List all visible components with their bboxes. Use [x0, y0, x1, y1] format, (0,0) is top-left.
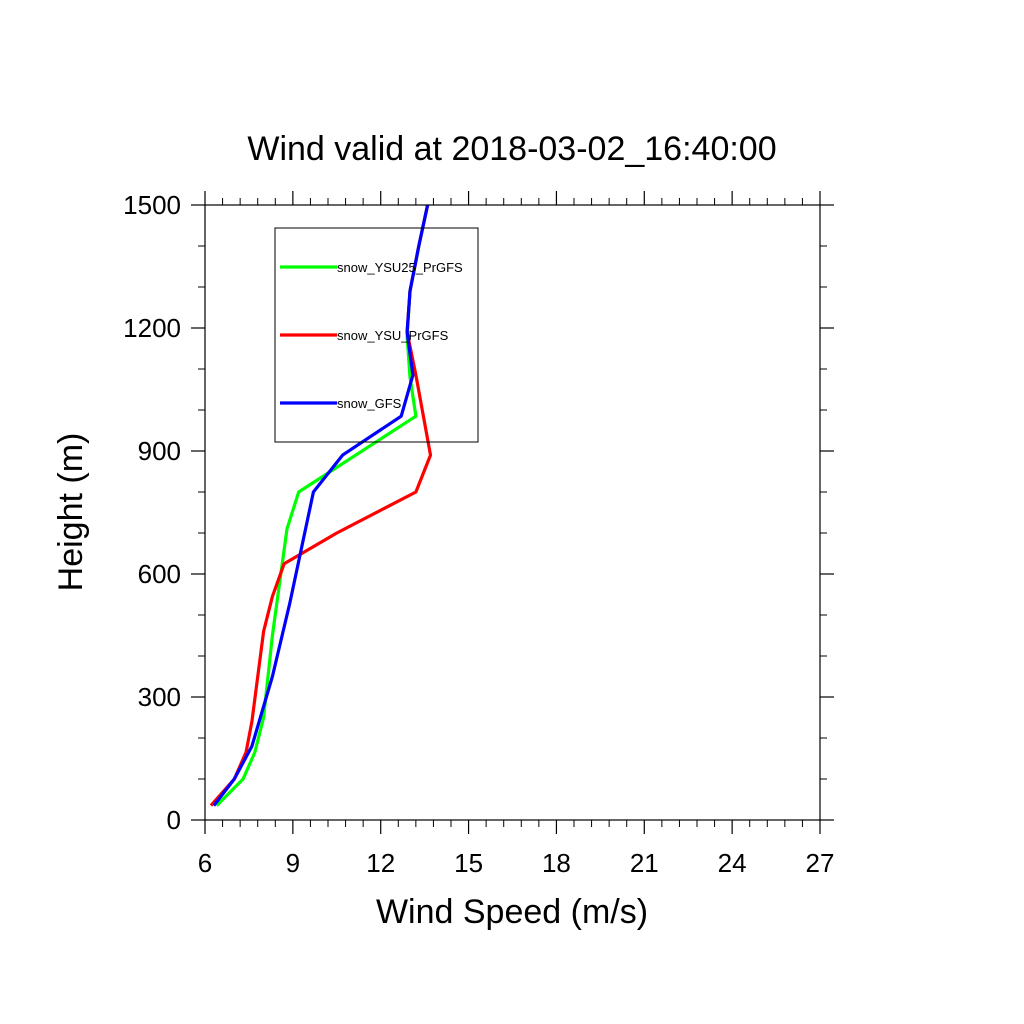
x-tick-label: 21: [630, 848, 659, 878]
x-tick-label: 12: [366, 848, 395, 878]
x-tick-label: 18: [542, 848, 571, 878]
chart-title: Wind valid at 2018-03-02_16:40:00: [247, 130, 776, 168]
legend-label: snow_YSU25_PrGFS: [337, 260, 463, 275]
legend: snow_YSU25_PrGFS snow_YSU_PrGFS snow_GFS: [274, 227, 479, 443]
y-tick-label: 1200: [123, 313, 181, 343]
x-tick-label: 6: [198, 848, 212, 878]
series-line-snow_YSU25_PrGFS: [215, 204, 430, 807]
x-tick-label: 27: [806, 848, 835, 878]
y-tick-label: 0: [167, 805, 181, 835]
series-line-snow_GFS: [212, 204, 430, 807]
y-tick-label: 600: [138, 559, 181, 589]
plot-frame: [204, 204, 821, 821]
y-axis-label: Height (m): [52, 433, 90, 592]
x-axis-label: Wind Speed (m/s): [376, 893, 648, 931]
y-tick-label: 900: [138, 436, 181, 466]
legend-label: snow_YSU_PrGFS: [337, 328, 449, 343]
x-tick-label: 9: [286, 848, 300, 878]
y-tick-label: 1500: [123, 190, 181, 220]
y-tick-label: 300: [138, 682, 181, 712]
axis-ticks: 6 9 12 15 18 21 24 27 0 300 600 900 1200 1500: [123, 190, 834, 878]
x-tick-label: 24: [718, 848, 747, 878]
x-tick-label: 15: [454, 848, 483, 878]
legend-label: snow_GFS: [337, 396, 402, 411]
legend-box: [274, 227, 479, 443]
series-line-snow_YSU_PrGFS: [209, 204, 433, 807]
series-lines: [209, 204, 433, 807]
